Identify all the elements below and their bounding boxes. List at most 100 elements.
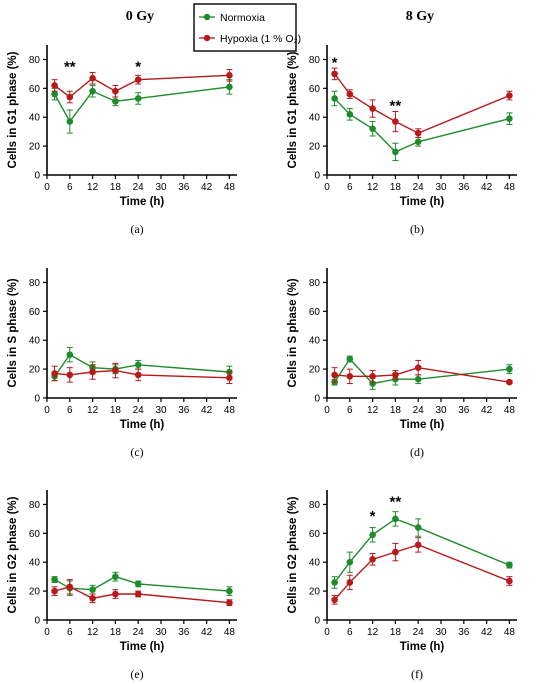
panel-b-series-normoxia-point <box>369 125 376 133</box>
panel-a-y-tick-label: 60 <box>29 84 41 95</box>
panel-a-x-tick-label: 12 <box>87 182 99 193</box>
panel-e-x-tick-label: 42 <box>201 627 213 638</box>
panel-c-series-hypoxia-point <box>66 371 74 379</box>
panel-e-series-hypoxia-point <box>66 583 74 591</box>
panel-e-label: (e) <box>130 667 143 681</box>
panel-e-x-tick-label: 12 <box>87 627 99 638</box>
panel-f-x-axis-title: Time (h) <box>400 641 445 653</box>
panel-b-series-hypoxia <box>331 67 513 138</box>
panel-b-series-normoxia-point <box>346 111 354 118</box>
panel-c-y-tick-label: 20 <box>29 365 41 376</box>
panel-e-series-hypoxia-point <box>112 590 119 598</box>
panel-f-x-tick-label: 42 <box>481 627 493 638</box>
panel-a-x-tick-label: 30 <box>155 182 167 193</box>
panel-f-series-normoxia-point <box>331 579 338 586</box>
panel-b-x-tick-label: 0 <box>324 182 330 193</box>
legend-label-normoxia: Normoxia <box>220 12 265 24</box>
panel-f-series-hypoxia-line <box>334 544 510 601</box>
panel-c-series-hypoxia-point <box>112 367 119 374</box>
panel-b-series-normoxia-line <box>334 97 510 153</box>
panel-d-series-normoxia-line <box>334 357 510 385</box>
panel-c-series-hypoxia-point <box>134 371 142 379</box>
panel-b-y-tick-label: 60 <box>309 84 321 95</box>
panel-e-x-axis-title: Time (h) <box>120 641 165 653</box>
panel-a-series-normoxia-point <box>226 83 233 91</box>
panel-a-series-normoxia-line <box>53 86 230 123</box>
panel-b-series-hypoxia-point <box>414 129 422 137</box>
panel-e-series-normoxia-point <box>134 580 142 588</box>
panel-c-x-tick-label: 6 <box>67 405 73 416</box>
panel-c-x-tick-label: 12 <box>87 405 99 416</box>
panel-f-series-normoxia-point <box>506 561 513 569</box>
panel-b-series-normoxia <box>331 90 513 162</box>
panel-f-series-hypoxia-point <box>369 556 376 563</box>
panel-a-series-normoxia <box>51 79 233 134</box>
panel-d-series-normoxia-point <box>414 375 422 383</box>
panel-a-series-hypoxia-point <box>66 93 74 101</box>
panel-a-series-hypoxia-point <box>112 87 119 95</box>
column-title-0gy: 0 Gy <box>126 9 154 24</box>
panel-e-y-axis-title: Cells in G2 phase (%) <box>7 496 19 613</box>
panel-a-series-hypoxia-point <box>51 82 58 89</box>
panel-b-x-tick-label: 42 <box>481 182 493 193</box>
panel-e-series-hypoxia-point <box>89 595 96 602</box>
panel-b-significance-mark: * <box>332 54 338 71</box>
panel-e-series-normoxia-point <box>51 576 58 583</box>
panel-b-label: (b) <box>410 222 424 236</box>
panel-c-y-tick-label: 0 <box>34 394 40 405</box>
panel-c: 0 6 12 18 24 30 36 42 48 0 20 40 60 80 Time (h) Cells i… <box>7 268 237 459</box>
panel-b: 0 6 12 18 24 30 36 42 48 0 20 40 60 80 Time (h) Cells i… <box>287 45 517 236</box>
panel-b-series-normoxia-point <box>392 148 399 156</box>
panel-b-x-tick-label: 12 <box>367 182 379 193</box>
panel-e-y-tick-label: 0 <box>34 616 40 627</box>
panel-e-series-normoxia-point <box>89 586 96 593</box>
panel-c-label: (c) <box>130 445 143 459</box>
panel-d-y-tick-label: 0 <box>314 394 320 405</box>
panel-c-series-hypoxia-point <box>89 368 96 376</box>
panel-b-series-hypoxia-point <box>369 105 376 112</box>
panel-b-series-normoxia-point <box>331 95 338 102</box>
panel-d-x-tick-label: 36 <box>458 405 470 416</box>
panel-b-significance-mark: ** <box>390 98 402 115</box>
panel-f-series-normoxia-line <box>334 518 510 583</box>
panel-f-y-axis-title: Cells in G2 phase (%) <box>287 496 299 613</box>
panel-c-series-normoxia-line <box>54 353 230 377</box>
panel-c-x-tick-label: 48 <box>224 405 236 416</box>
legend-box <box>193 3 297 52</box>
panel-f-x-tick-label: 24 <box>413 627 425 638</box>
panel-a-x-tick-label: 48 <box>224 182 236 193</box>
panel-b-y-tick-label: 0 <box>314 171 320 182</box>
panel-a-series-hypoxia-point <box>134 76 142 83</box>
panel-d-x-tick-label: 30 <box>435 405 447 416</box>
panel-a-y-tick-label: 20 <box>29 142 41 153</box>
panel-e-x-tick-label: 48 <box>224 627 236 638</box>
panel-a-series-hypoxia-point <box>226 72 233 79</box>
panel-b-x-tick-label: 36 <box>458 182 470 193</box>
panel-b-y-tick-label: 40 <box>309 113 321 124</box>
panel-d-label: (d) <box>410 445 424 459</box>
panel-d-series-normoxia-point <box>506 365 513 373</box>
panel-e-series-normoxia <box>51 571 233 596</box>
panel-c-x-tick-label: 0 <box>44 405 50 416</box>
panel-f-x-tick-label: 30 <box>435 627 447 638</box>
panel-d-series-hypoxia-point <box>506 378 513 386</box>
panel-d-y-tick-label: 40 <box>309 336 321 347</box>
panel-e-x-tick-label: 0 <box>44 627 50 638</box>
panel-e-x-tick-label: 36 <box>178 627 190 638</box>
panel-b-series-normoxia-point <box>506 115 513 122</box>
panel-c-x-tick-label: 18 <box>110 405 122 416</box>
panel-a-series-normoxia-point <box>134 95 142 102</box>
panel-b-series-hypoxia-point <box>392 118 399 125</box>
panel-c-y-tick-label: 60 <box>29 307 41 318</box>
panel-f: 0 6 12 18 24 30 36 42 48 0 20 40 60 80 Time (h) Cells i… <box>287 490 517 681</box>
panel-f-series-hypoxia-point <box>331 596 338 604</box>
panel-d-x-tick-label: 0 <box>324 405 330 416</box>
panel-d-x-tick-label: 48 <box>504 405 516 416</box>
legend-marker-hypoxia <box>203 34 211 42</box>
panel-f-series-normoxia-point <box>414 524 422 531</box>
panel-d-series-hypoxia-point <box>331 371 338 379</box>
panel-f-x-tick-label: 48 <box>504 627 516 638</box>
panel-b-x-tick-label: 24 <box>413 182 425 193</box>
